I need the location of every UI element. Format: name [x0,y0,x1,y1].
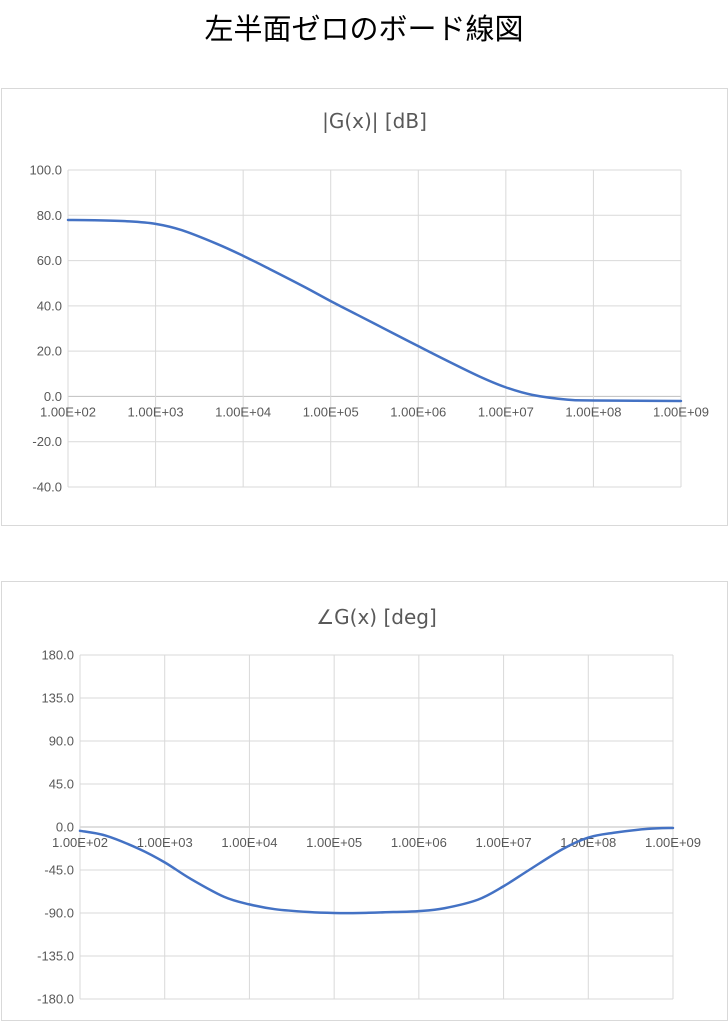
phase-chart-title: ∠G(x) [deg] [316,605,437,629]
phase-x-tick-label: 1.00E+09 [645,835,701,850]
magnitude-x-tick-label: 1.00E+02 [40,404,96,419]
phase-y-tick-label: -90.0 [44,906,74,921]
phase-y-tick-label: 90.0 [49,734,74,749]
magnitude-y-tick-label: -20.0 [32,434,62,449]
phase-y-tick-label: 45.0 [49,777,74,792]
phase-x-tick-label: 1.00E+02 [52,835,108,850]
phase-x-tick-label: 1.00E+04 [221,835,277,850]
magnitude-x-tick-label: 1.00E+09 [653,404,709,419]
magnitude-y-tick-label: 80.0 [37,208,62,223]
magnitude-x-tick-label: 1.00E+08 [565,404,621,419]
magnitude-x-tick-label: 1.00E+03 [128,404,184,419]
phase-x-tick-label: 1.00E+06 [391,835,447,850]
magnitude-chart-svg: |G(x)| [dB] 100.0 80.0 60.0 40.0 20.0 0.0 -20.0… [29,109,709,495]
phase-chart: ∠G(x) [deg] 180.0 135.0 90.0 45.0 0.0 -45.0 -90… [1,581,728,1021]
phase-x-tick-label: 1.00E+07 [476,835,532,850]
phase-y-tick-label: 180.0 [41,648,74,663]
magnitude-y-tick-label: 0.0 [44,389,62,404]
magnitude-x-tick-label: 1.00E+05 [303,404,359,419]
magnitude-chart: |G(x)| [dB] 100.0 80.0 60.0 40.0 20.0 0.0 -20.0… [1,88,728,526]
phase-y-tick-label: -180.0 [37,992,74,1007]
phase-y-tick-label: -45.0 [44,863,74,878]
phase-y-tick-label: -135.0 [37,949,74,964]
phase-x-tick-label: 1.00E+08 [560,835,616,850]
magnitude-y-tick-label: 60.0 [37,253,62,268]
magnitude-y-tick-label: 40.0 [37,298,62,313]
magnitude-y-tick-label: 20.0 [37,344,62,359]
phase-y-tick-label: 135.0 [41,691,74,706]
magnitude-x-tick-label: 1.00E+04 [215,404,271,419]
page-title: 左半面ゼロのボード線図 [204,12,524,46]
magnitude-chart-title: |G(x)| [dB] [322,109,427,133]
phase-chart-svg: ∠G(x) [deg] 180.0 135.0 90.0 45.0 0.0 -45.0 -90… [37,605,701,1007]
magnitude-y-tick-label: 100.0 [29,163,62,178]
magnitude-x-tick-label: 1.00E+07 [478,404,534,419]
magnitude-x-tick-label: 1.00E+06 [390,404,446,419]
phase-x-tick-label: 1.00E+03 [137,835,193,850]
phase-y-tick-label: 0.0 [56,820,74,835]
magnitude-y-tick-label: -40.0 [32,480,62,495]
phase-x-tick-label: 1.00E+05 [306,835,362,850]
magnitude-series-line [66,218,683,403]
phase-series-line [78,826,675,915]
